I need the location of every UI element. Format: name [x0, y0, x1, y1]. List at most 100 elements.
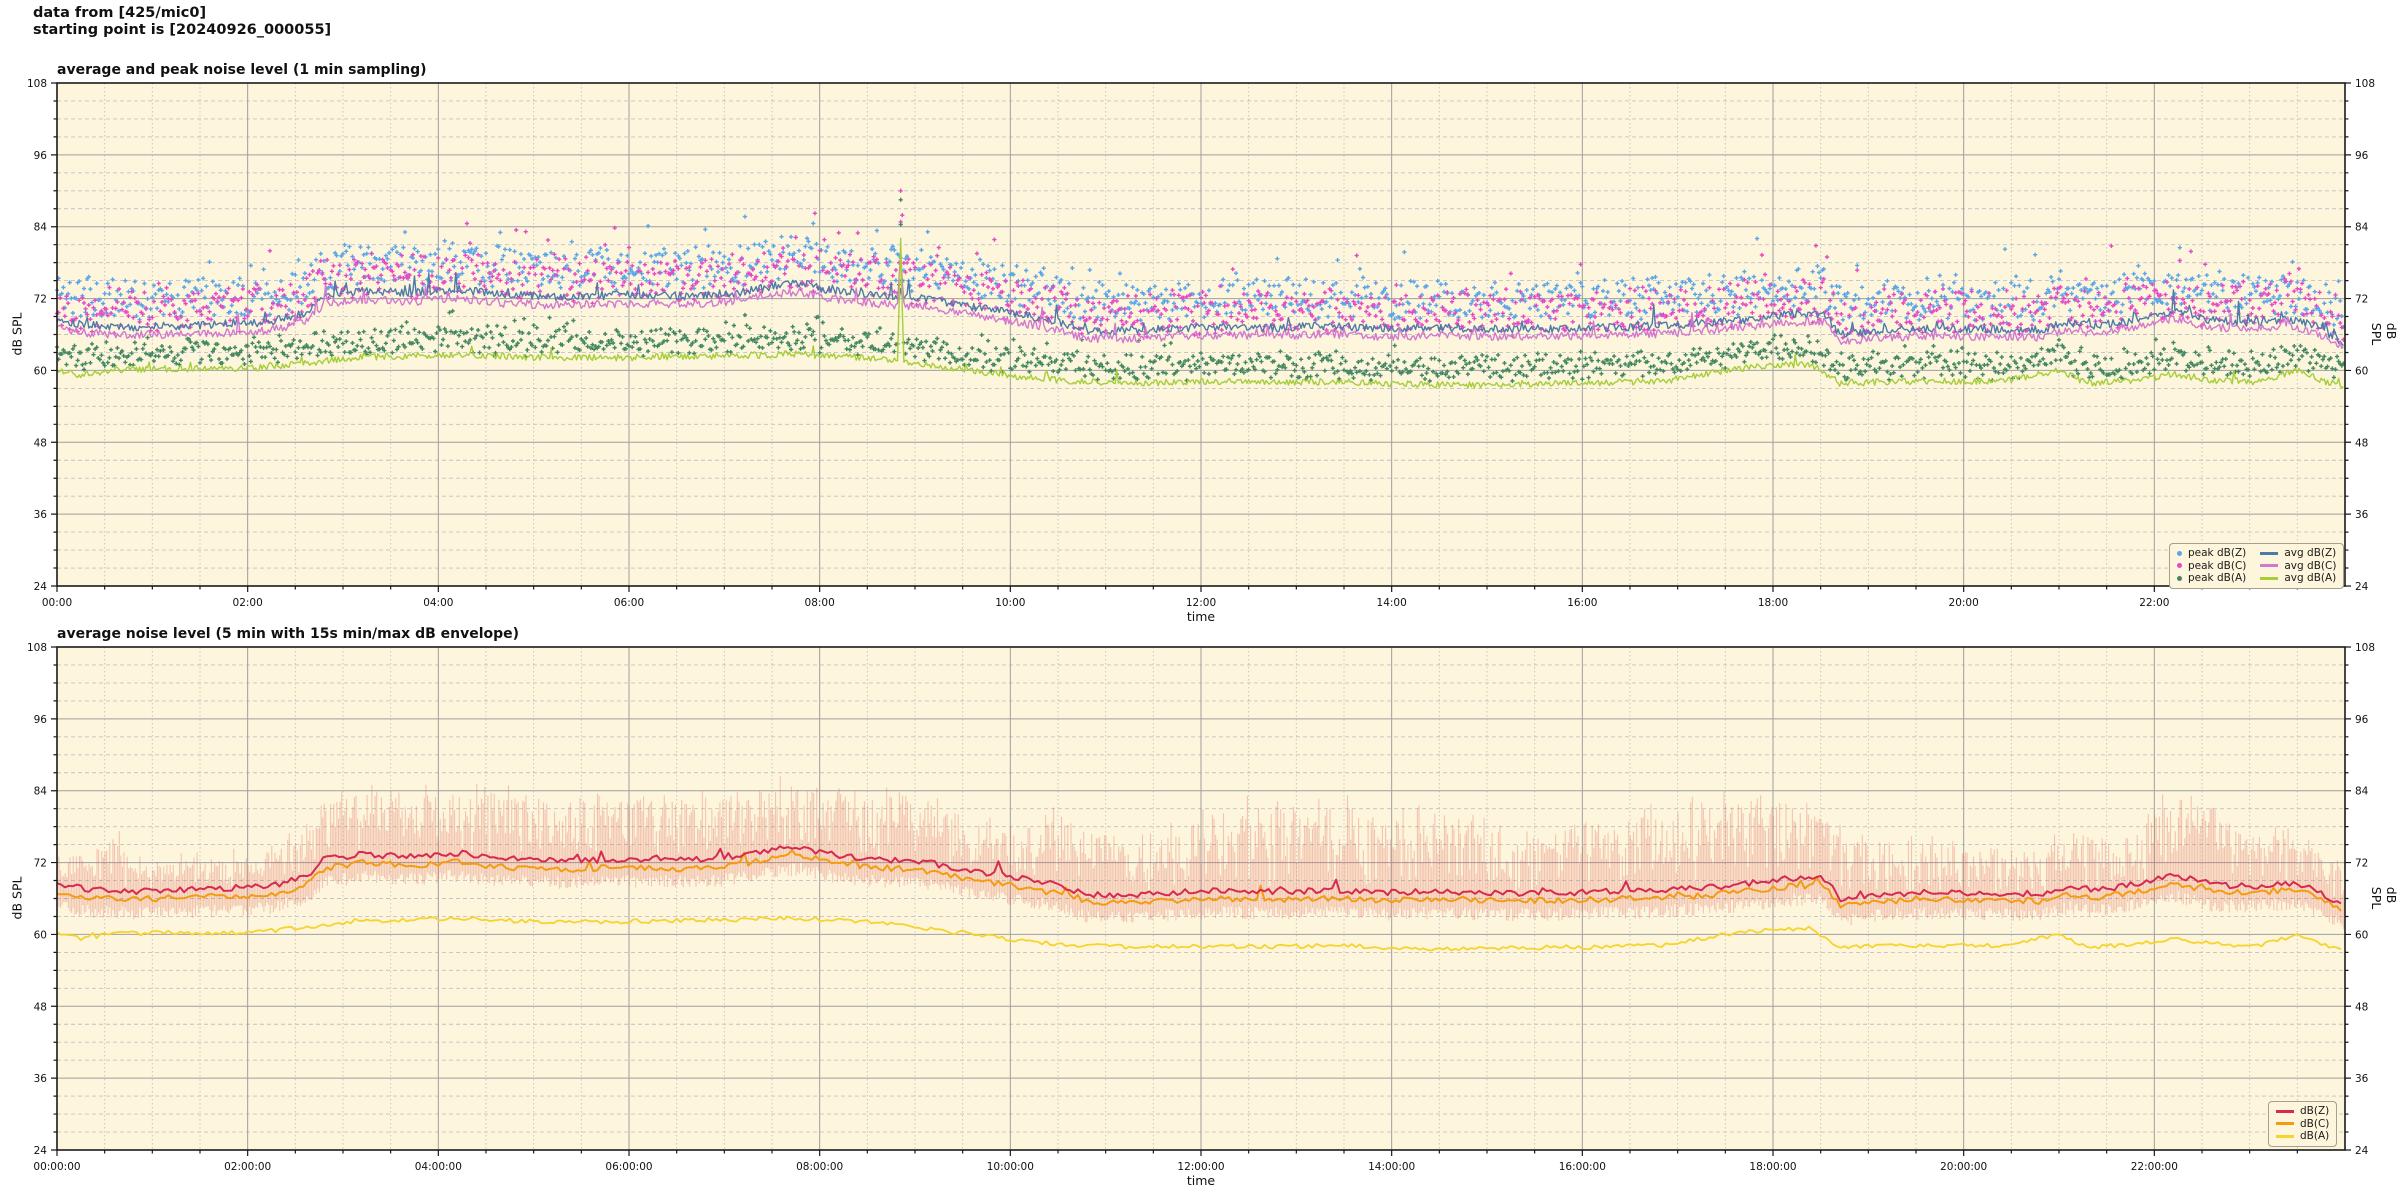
top-ytick-label-right: 96: [2355, 150, 2369, 162]
legend-label: peak dB(Z): [2188, 547, 2247, 559]
legend-label: avg dB(C): [2284, 559, 2337, 572]
bottom-ytick-label-right: 72: [2355, 858, 2368, 870]
top-xtick-label: 12:00: [1186, 597, 1216, 609]
top-chart-title: average and peak noise level (1 min samp…: [57, 62, 427, 78]
bottom-xtick-label: 04:00:00: [415, 1161, 462, 1173]
bottom-xtick-label: 08:00:00: [796, 1161, 843, 1173]
bottom-ytick-label-right: 108: [2355, 642, 2375, 654]
bottom-ytick-label-right: 24: [2355, 1145, 2369, 1157]
bottom-xtick-label: 18:00:00: [1749, 1161, 1796, 1173]
legend-label: dB(A): [2300, 1130, 2330, 1142]
avg_dba-line: [56, 237, 2344, 389]
top-xtick-label: 14:00: [1377, 597, 1407, 609]
top-xtick-label: 10:00: [995, 597, 1025, 609]
bottom-axis-ticks: [51, 646, 2351, 1156]
top-ytick-label-left: 60: [34, 365, 47, 377]
legend-item-peak-db-c-: peak dB(C): [2177, 560, 2246, 573]
top-ylabel-left: dB SPL: [9, 312, 25, 356]
bottom-xtick-label: 00:00:00: [33, 1161, 80, 1173]
bottom-xtick-label: 06:00:00: [605, 1161, 652, 1173]
legend-label: dB(C): [2300, 1117, 2330, 1130]
top-ytick-label-left: 84: [34, 222, 48, 234]
db-a--line-swatch: [2276, 1134, 2294, 1138]
legend-label: peak dB(C): [2188, 559, 2247, 572]
top-ytick-label-left: 36: [34, 509, 48, 521]
top-ytick-label-right: 48: [2355, 437, 2368, 449]
bottom-ytick-label-right: 36: [2355, 1073, 2369, 1085]
avg-db-a--line-swatch: [2260, 576, 2279, 580]
top-ytick-label-left: 72: [34, 294, 47, 306]
bottom-ylabel-left: dB SPL: [9, 876, 25, 920]
bottom-ytick-label-left: 108: [27, 642, 47, 654]
top-xtick-label: 18:00: [1758, 597, 1788, 609]
top-xtick-label: 16:00: [1567, 597, 1597, 609]
top-xlabel: time: [1186, 609, 1216, 624]
bottom-ytick-label-left: 84: [34, 786, 48, 798]
bottom-xtick-label: 14:00:00: [1368, 1161, 1415, 1173]
bottom-ytick-label-right: 60: [2355, 929, 2368, 941]
legend-item-db-c-: dB(C): [2276, 1118, 2329, 1131]
dba-line: [56, 915, 2342, 952]
dbc-line: [56, 849, 2342, 912]
top-ytick-label-right: 24: [2355, 581, 2369, 593]
avg_dbz-line: [56, 272, 2344, 347]
peak-db-a--marker-icon: [2177, 575, 2182, 581]
bottom-ytick-label-right: 48: [2355, 1001, 2368, 1013]
top-ytick-label-right: 60: [2355, 365, 2368, 377]
legend-item-peak-db-a-: peak dB(A): [2177, 572, 2246, 585]
top-ytick-label-right: 36: [2355, 509, 2369, 521]
peak-db-z--marker-icon: [2177, 550, 2182, 556]
bottom-xtick-label: 20:00:00: [1940, 1161, 1987, 1173]
bottom-chart: 108 108 96 96 84 84 72 72 60 60 48 48 36 36 24 24 00:00:…: [27, 642, 2375, 1173]
top-ytick-label-left: 96: [34, 150, 48, 162]
legend-item-avg-db-c-: avg dB(C): [2260, 560, 2336, 573]
bottom-xtick-label: 10:00:00: [987, 1161, 1034, 1173]
bottom-chart-title: average noise level (5 min with 15s min/…: [57, 626, 520, 642]
header-line-2: starting point is [20240926_000055]: [33, 22, 332, 38]
legend-label: dB(Z): [2300, 1105, 2330, 1117]
top-ytick-label-right: 72: [2355, 294, 2368, 306]
top-ytick-label-left: 48: [34, 437, 47, 449]
db-z--line-swatch: [2276, 1109, 2294, 1113]
avg_dbc-line: [56, 248, 2344, 349]
top-chart-legend: peak dB(Z) avg dB(Z) peak dB(C) avg dB(C) pe…: [2169, 543, 2345, 589]
legend-item-avg-db-a-: avg dB(A): [2260, 572, 2336, 585]
avg-db-c--line-swatch: [2260, 564, 2279, 568]
avg-db-z--line-swatch: [2260, 551, 2279, 555]
bottom-ylabel-right: dB SPL: [2369, 886, 2399, 910]
legend-item-avg-db-z-: avg dB(Z): [2260, 547, 2336, 560]
db-c--line-swatch: [2276, 1122, 2294, 1126]
bottom-chart-legend: dB(Z) dB(C) dB(A): [2268, 1101, 2338, 1147]
top-xtick-label: 00:00: [42, 597, 72, 609]
top-xtick-label: 02:00: [233, 597, 263, 609]
top-ylabel-right: dB SPL: [2369, 322, 2399, 346]
top-xtick-label: 06:00: [614, 597, 644, 609]
bottom-xtick-label: 12:00:00: [1177, 1161, 1224, 1173]
bottom-xlabel: time: [1186, 1173, 1216, 1188]
legend-item-peak-db-z-: peak dB(Z): [2177, 547, 2246, 560]
top-ytick-label-right: 84: [2355, 222, 2369, 234]
header-line-1: data from [425/mic0]: [33, 5, 207, 21]
top-axis-ticks: [51, 82, 2351, 592]
bottom-ytick-label-left: 60: [34, 929, 47, 941]
bottom-ytick-label-left: 72: [34, 858, 47, 870]
top-xtick-label: 04:00: [423, 597, 453, 609]
legend-item-db-z-: dB(Z): [2276, 1105, 2329, 1118]
top-chart: 108 108 96 96 84 84 72 72 60 60 48 48 36 36 24 24 00:00 0…: [27, 78, 2375, 609]
top-ytick-label-right: 108: [2355, 78, 2375, 90]
bottom-xtick-label: 22:00:00: [2131, 1161, 2178, 1173]
bottom-xtick-label: 02:00:00: [224, 1161, 271, 1173]
legend-label: peak dB(A): [2188, 572, 2247, 584]
top-ytick-label-left: 24: [34, 581, 48, 593]
top-xtick-label: 08:00: [805, 597, 835, 609]
bottom-xtick-label: 16:00:00: [1559, 1161, 1606, 1173]
bottom-ytick-label-left: 48: [34, 1001, 47, 1013]
top-xtick-label: 22:00: [2139, 597, 2169, 609]
bottom-ytick-label-left: 36: [34, 1073, 48, 1085]
bottom-ytick-label-right: 84: [2355, 786, 2369, 798]
bottom-ytick-label-left: 24: [34, 1145, 48, 1157]
top-xtick-label: 20:00: [1949, 597, 1979, 609]
legend-label: avg dB(A): [2284, 572, 2337, 584]
